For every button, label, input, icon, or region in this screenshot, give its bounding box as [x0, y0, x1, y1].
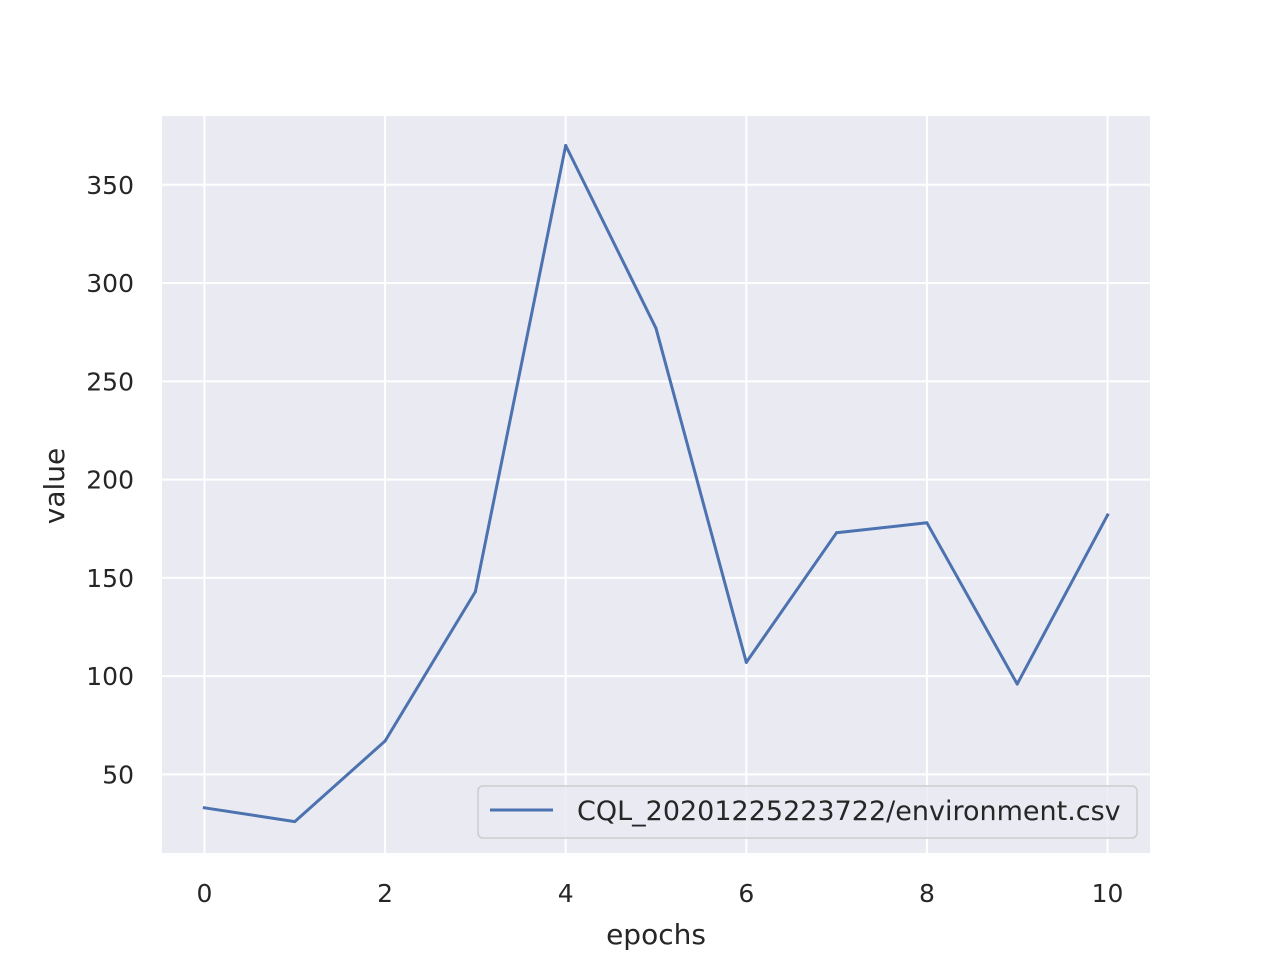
x-tick-label: 8 — [919, 879, 935, 908]
legend-frame — [477, 785, 1138, 839]
y-tick-label: 150 — [86, 564, 134, 593]
x-tick-label: 2 — [377, 879, 393, 908]
y-tick-label: 50 — [102, 760, 134, 789]
data-point — [1106, 513, 1110, 517]
data-point — [1015, 682, 1019, 686]
data-point — [293, 820, 297, 824]
x-tick-label: 4 — [558, 879, 574, 908]
tick-labels: 0 2 4 6 8 10 50 100 150 200 250 300 350 — [86, 171, 1123, 908]
grid-lines — [162, 116, 1150, 853]
data-point — [564, 143, 568, 147]
series-layer — [202, 143, 1110, 824]
x-tick-label: 6 — [738, 879, 754, 908]
legend: CQL_20201225223722/environment.csv — [477, 785, 1138, 839]
y-axis-label: value — [38, 448, 71, 524]
y-tick-label: 100 — [86, 662, 134, 691]
x-tick-label: 10 — [1092, 879, 1124, 908]
y-tick-label: 200 — [86, 466, 134, 495]
data-point — [744, 660, 748, 664]
data-point — [654, 326, 658, 330]
y-tick-label: 250 — [86, 367, 134, 396]
data-point — [835, 531, 839, 535]
x-axis-label: epochs — [606, 918, 706, 951]
data-point — [202, 806, 206, 810]
y-tick-label: 300 — [86, 269, 134, 298]
plot-background — [162, 116, 1150, 853]
data-point — [925, 521, 929, 525]
x-tick-label: 0 — [196, 879, 212, 908]
legend-label: CQL_20201225223722/environment.csv — [577, 796, 1121, 827]
data-point — [473, 590, 477, 594]
data-point — [383, 739, 387, 743]
y-tick-label: 350 — [86, 171, 134, 200]
